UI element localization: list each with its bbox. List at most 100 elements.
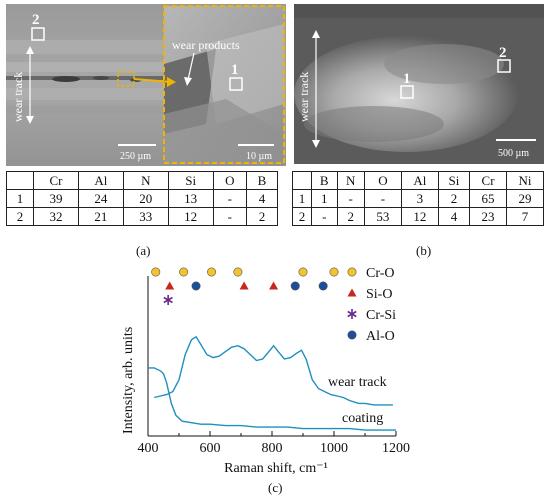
x-tick-label: 1200 — [382, 441, 410, 456]
legend-label-Si-O: Si-O — [366, 287, 392, 302]
panel-b-micrograph: 1 2 wear track 500 µm — [294, 4, 544, 164]
table-b-cell: 7 — [506, 207, 544, 226]
table-a-cell: 24 — [77, 189, 124, 208]
peak-marker-Si-O — [239, 281, 249, 290]
y-axis-label: Intensity, arb. units — [121, 327, 136, 434]
table-b-header-cell: B — [311, 171, 338, 190]
table-b-cell: - — [336, 189, 365, 208]
peak-marker-Cr-O — [151, 267, 161, 277]
legend-label-Al-O: Al-O — [366, 329, 395, 344]
table-row: 2 32 21 33 12 - 2 — [6, 207, 279, 226]
table-b-cell: 4 — [437, 207, 471, 226]
curve-label-coating: coating — [342, 411, 383, 426]
raman-chart: 400 600 800 1000 1200 Cr-O Si-O Cr-Si Al-O wear… — [121, 266, 410, 476]
wear-track-label-a: wear track — [11, 72, 25, 122]
table-a-header-row: Cr Al N Si O B — [6, 171, 279, 190]
site-1-marker-b — [400, 85, 414, 99]
peak-marker-Cr-O — [298, 267, 308, 277]
table-b-header-cell: Cr — [469, 171, 507, 190]
table-a-cell: 39 — [33, 189, 79, 208]
peak-marker-Cr-O — [233, 267, 243, 277]
peak-marker-Cr-O — [329, 267, 339, 277]
legend-label-Cr-Si: Cr-Si — [366, 308, 396, 323]
table-a-header-cell: N — [122, 171, 169, 190]
peak-marker-Al-O — [191, 281, 201, 291]
legend-symbol-Si-O — [347, 288, 357, 297]
panel-a-micrograph: 2 1 wear products wear track 250 µm 10 µ… — [6, 4, 286, 166]
table-b-cell: 3 — [400, 189, 439, 208]
table-b-cell: - — [363, 189, 402, 208]
caption-a: (a) — [136, 243, 151, 258]
table-b-header-cell: Al — [400, 171, 439, 190]
table-b-cell: 29 — [506, 189, 544, 208]
table-b-header-cell: O — [363, 171, 402, 190]
scale-bar-b: 500 µm — [498, 148, 529, 159]
table-a-header-cell: Cr — [33, 171, 79, 190]
scale-bar-main-a: 250 µm — [120, 151, 151, 162]
star-stroke — [347, 310, 357, 318]
site-2-marker-b — [497, 59, 511, 73]
table-a-cell: 13 — [167, 189, 214, 208]
table-b: B N O Al Si Cr Ni 1 1 - - 3 2 65 29 2 - … — [292, 171, 544, 226]
table-a-cell: 21 — [77, 207, 124, 226]
wear-track-label-b: wear track — [297, 72, 311, 122]
table-a-header-cell: O — [212, 171, 247, 190]
table-b-cell: 53 — [363, 207, 402, 226]
table-b-cell: 2 — [336, 207, 365, 226]
table-a-cell: 2 — [245, 207, 279, 226]
table-b-cell: 2 — [437, 189, 471, 208]
table-a-cell: 12 — [167, 207, 214, 226]
star-stroke — [163, 296, 173, 304]
peak-marker-Si-O — [269, 281, 279, 290]
peak-marker-Al-O — [318, 281, 328, 291]
peak-marker-Si-O — [165, 281, 175, 290]
table-b-cell: 1 — [292, 189, 312, 208]
table-row: 2 - 2 53 12 4 23 7 — [292, 207, 544, 226]
series-line-coating — [148, 367, 396, 431]
site-2-label-b: 2 — [499, 45, 507, 61]
curve-label-wear-track: wear track — [328, 375, 387, 390]
x-tick-label: 400 — [138, 441, 159, 456]
site-1-label-a: 1 — [231, 62, 239, 78]
table-b-header-row: B N O Al Si Cr Ni — [292, 171, 544, 190]
table-a-cell: - — [212, 189, 247, 208]
legend-symbol-Cr-Si — [347, 309, 357, 319]
table-a-cell: 32 — [33, 207, 79, 226]
x-axis-label: Raman shift, cm⁻¹ — [224, 461, 328, 476]
table-row: 1 39 24 20 13 - 4 — [6, 189, 279, 208]
table-b-cell: 65 — [469, 189, 507, 208]
series-line-wear-track — [154, 335, 393, 406]
table-b-cell: 12 — [400, 207, 439, 226]
table-a-header-cell: Si — [167, 171, 214, 190]
wear-products-label: wear products — [172, 38, 240, 52]
site-1-marker-a — [229, 77, 243, 91]
site-1-label-b: 1 — [403, 71, 411, 87]
table-b-header-cell: N — [336, 171, 365, 190]
legend-symbol-Cr-O — [347, 267, 357, 277]
site-2-label-a: 2 — [32, 12, 40, 28]
table-b-cell: 2 — [292, 207, 312, 226]
x-tick-label: 800 — [262, 441, 283, 456]
table-b-cell: 1 — [311, 189, 338, 208]
peak-marker-Cr-O — [179, 267, 189, 277]
table-a-cell: 33 — [122, 207, 169, 226]
table-a-header-cell — [6, 171, 34, 190]
caption-b: (b) — [416, 243, 432, 258]
table-a-cell: 1 — [6, 189, 34, 208]
table-a-cell: - — [212, 207, 247, 226]
peak-marker-Cr-O — [207, 267, 217, 277]
table-b-cell: - — [311, 207, 338, 226]
table-b-header-cell: Si — [437, 171, 471, 190]
legend-symbol-Al-O — [347, 330, 357, 340]
caption-c: (c) — [268, 480, 283, 495]
peak-marker-Cr-Si — [163, 295, 173, 305]
table-a-cell: 20 — [122, 189, 169, 208]
x-tick-label: 600 — [200, 441, 221, 456]
table-a-header-cell: Al — [77, 171, 124, 190]
table-b-header-cell — [292, 171, 312, 190]
table-a-cell: 2 — [6, 207, 34, 226]
scale-bar-inset-a: 10 µm — [246, 151, 272, 162]
table-a-header-cell: B — [245, 171, 279, 190]
peak-marker-Al-O — [290, 281, 300, 291]
legend-label-Cr-O: Cr-O — [366, 266, 395, 281]
